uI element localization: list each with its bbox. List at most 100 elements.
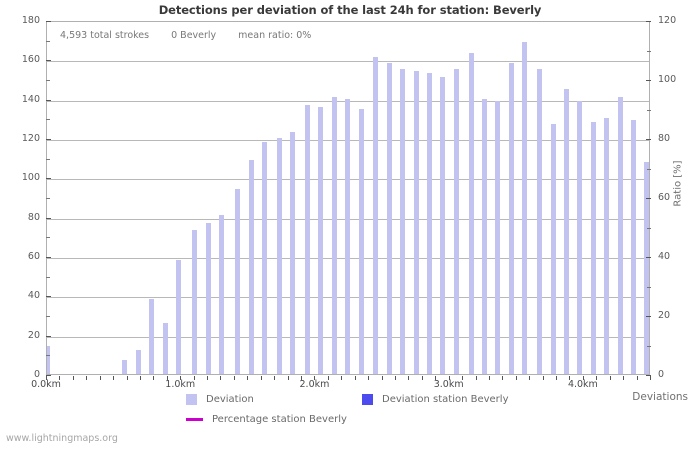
x-tick-mark [260, 376, 262, 380]
x-tick-mark [354, 376, 356, 380]
x-tick-mark [233, 376, 235, 380]
bar [205, 222, 211, 374]
y-tick-mark-left [46, 139, 51, 140]
legend-label: Percentage station Beverly [212, 414, 347, 425]
bar [453, 69, 459, 374]
x-tick-mark [596, 376, 598, 380]
bar [604, 118, 610, 374]
x-tick-mark [314, 376, 316, 380]
y-tick-mark-minor-left [46, 355, 50, 357]
x-tick-mark [368, 376, 370, 380]
x-tick-label: 1.0km [165, 379, 196, 390]
y-axis-right-title: Ratio [%] [672, 160, 684, 207]
y-tick-mark-right [646, 139, 651, 140]
x-tick-label: 0.0km [31, 379, 61, 390]
bar [122, 360, 128, 374]
x-tick-mark [72, 376, 74, 380]
bar [235, 189, 241, 374]
plot-area [46, 21, 650, 375]
x-tick-label: 2.0km [299, 379, 330, 390]
y-tick-label-right: 100 [658, 74, 677, 85]
bar [135, 350, 141, 374]
legend-line-icon [186, 418, 203, 421]
bar [522, 41, 528, 374]
annotation-text: 4,593 total strokes [60, 30, 150, 41]
y-tick-mark-right [646, 316, 651, 317]
x-tick-label: 4.0km [567, 379, 598, 390]
y-tick-mark-right [646, 21, 651, 22]
bar [162, 322, 168, 374]
x-tick-mark [126, 376, 128, 380]
y-tick-mark-left [46, 178, 51, 180]
x-tick-mark [46, 376, 47, 380]
bar [358, 108, 364, 374]
bar [386, 63, 392, 374]
bar [318, 106, 324, 374]
x-tick-mark [247, 376, 249, 380]
x-tick-mark [448, 376, 450, 380]
bar [248, 159, 254, 374]
legend-item[interactable]: Percentage station Beverly [186, 414, 347, 425]
x-tick-mark [609, 376, 611, 380]
x-tick-mark [462, 376, 464, 380]
legend-label: Deviation station Beverly [382, 394, 509, 405]
bar [537, 69, 543, 374]
y-tick-label-left: 160 [21, 54, 40, 66]
y-tick-mark-minor-right [647, 109, 651, 111]
x-tick-mark [341, 376, 343, 380]
x-tick-mark [287, 376, 289, 380]
bar [413, 71, 419, 374]
chart-annotations: 4,593 total strokes 0 Beverly mean ratio: … [60, 30, 333, 41]
y-tick-label-left: 120 [21, 133, 40, 144]
x-tick-mark [435, 376, 437, 380]
bar [631, 120, 637, 374]
bar [550, 124, 556, 374]
x-tick-mark [475, 376, 477, 380]
y-tick-label-left: 80 [27, 211, 40, 223]
y-tick-mark-minor-right [647, 345, 651, 347]
y-tick-mark-minor-left [46, 198, 50, 199]
x-tick-mark [113, 376, 115, 380]
y-tick-mark-left [46, 99, 51, 101]
x-tick-mark [99, 376, 101, 380]
x-tick-mark [556, 376, 558, 380]
legend-item[interactable]: Deviation [186, 394, 254, 405]
y-tick-mark-minor-right [647, 168, 651, 170]
y-tick-label-left: 40 [27, 290, 40, 302]
y-tick-label-left: 0 [33, 369, 40, 380]
x-tick-mark [301, 376, 303, 380]
y-tick-label-left: 20 [27, 329, 40, 341]
legend-item[interactable]: Deviation station Beverly [362, 394, 509, 405]
x-tick-mark [381, 376, 383, 380]
y-tick-mark-minor-left [46, 276, 50, 278]
x-tick-mark [636, 376, 638, 380]
y-tick-mark-right [646, 80, 651, 81]
bar [468, 53, 474, 374]
bar [440, 77, 446, 374]
y-tick-mark-minor-left [46, 316, 50, 317]
x-tick-mark [139, 376, 141, 380]
y-tick-label-right: 40 [658, 251, 671, 262]
legend-swatch-icon [362, 394, 373, 405]
y-tick-mark-right [646, 198, 651, 199]
bar [563, 88, 569, 374]
y-tick-mark-minor-right [647, 227, 651, 229]
chart-legend: Deviation Deviation station Beverly Percen… [0, 392, 700, 437]
y-tick-mark-left [46, 335, 51, 337]
x-tick-mark [408, 376, 410, 380]
x-tick-mark [59, 376, 61, 380]
y-tick-mark-minor-right [647, 286, 651, 288]
y-tick-mark-right [646, 257, 651, 258]
legend-swatch-icon [186, 394, 197, 405]
y-tick-mark-minor-left [46, 158, 50, 160]
x-tick-mark [529, 376, 531, 380]
y-tick-mark-minor-left [46, 80, 50, 81]
bar [290, 132, 296, 374]
y-tick-label-left: 60 [27, 251, 40, 262]
x-tick-mark [542, 376, 544, 380]
bar [617, 96, 623, 374]
x-tick-mark [421, 376, 423, 380]
x-tick-mark [207, 376, 209, 380]
x-tick-mark [488, 376, 490, 380]
x-tick-mark [193, 376, 195, 380]
